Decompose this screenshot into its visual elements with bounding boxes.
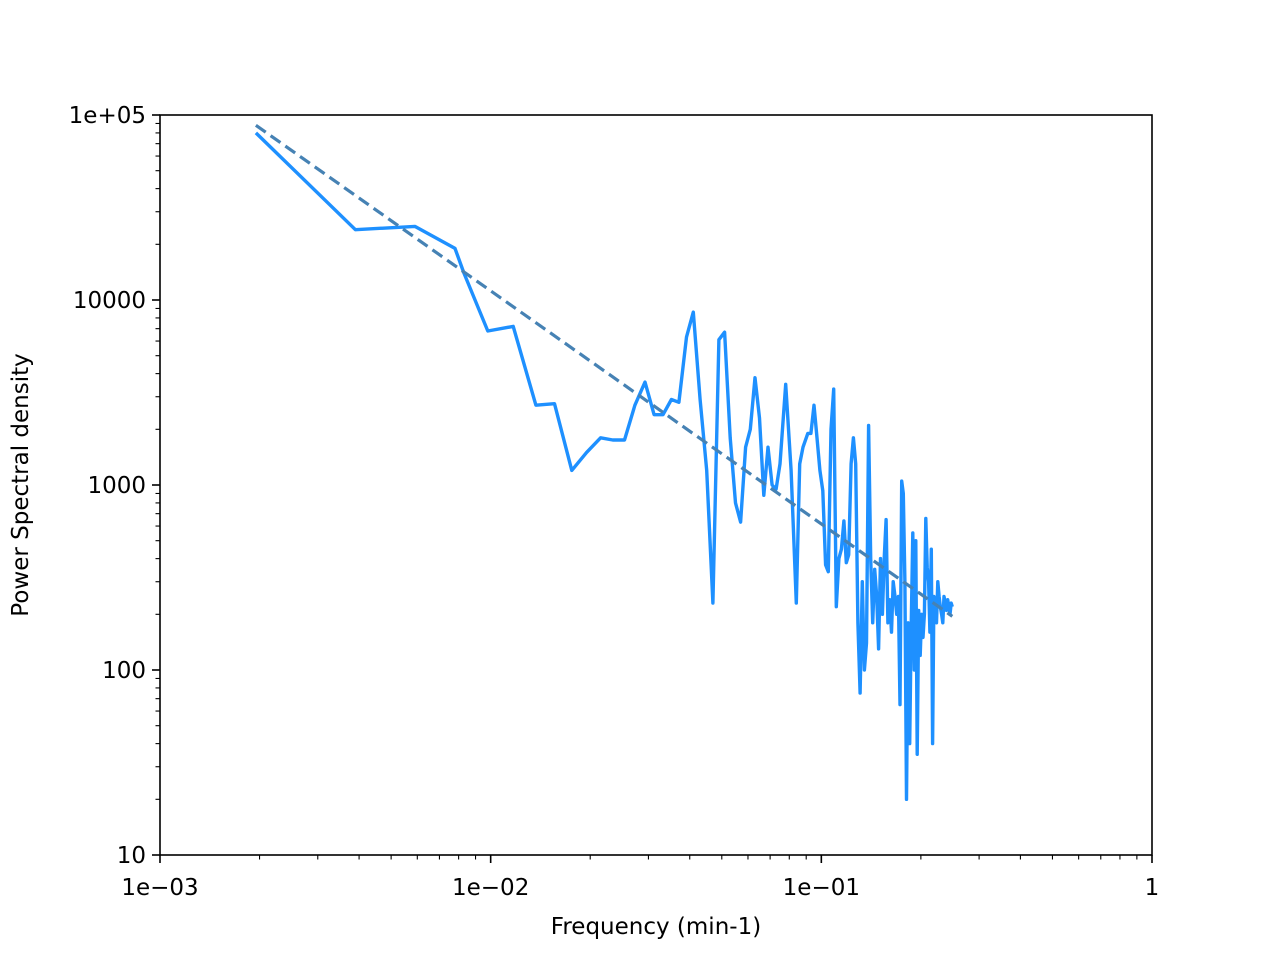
y-tick-label-4: 1e+05	[69, 103, 146, 129]
fit-line-dashed	[254, 123, 954, 618]
y-axis: 10 100 1000 10000 1e+05	[69, 103, 160, 869]
y-tick-label-2: 1000	[87, 473, 146, 499]
x-tick-label-3: 1	[1145, 875, 1160, 901]
series-layer	[254, 123, 954, 801]
x-tick-label-1: 1e−02	[452, 875, 529, 901]
x-axis: 1e−03 1e−02 1e−01 1	[121, 855, 1159, 901]
y-axis-label: Power Spectral density	[8, 353, 34, 616]
x-tick-label-0: 1e−03	[121, 875, 198, 901]
y-tick-label-1: 100	[102, 658, 146, 684]
y-tick-label-0: 10	[117, 843, 146, 869]
psd-series-line	[254, 131, 954, 801]
x-tick-label-2: 1e−01	[783, 875, 860, 901]
x-axis-label: Frequency (min-1)	[551, 914, 761, 940]
y-tick-label-3: 10000	[73, 288, 146, 314]
